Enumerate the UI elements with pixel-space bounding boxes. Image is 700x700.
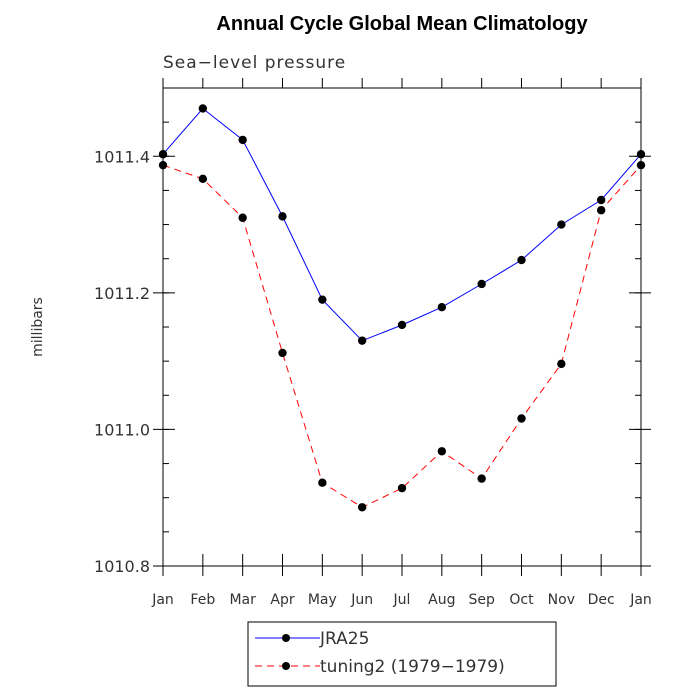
y-axis-ticks: 1010.8 1011.0 1011.2 1011.4 [94,147,651,576]
x-tick-label: Dec [588,592,615,608]
series-1-point [517,414,526,423]
legend-entry-jra25: JRA25 [255,629,369,649]
y-axis-label: millibars [30,297,46,357]
y-tick-label: 1010.8 [94,557,150,576]
x-tick-label: Jan [151,592,174,608]
series-1-point [357,503,367,512]
x-tick-label: Nov [548,592,575,608]
series-0-point [278,212,287,221]
series-1-point [158,160,168,170]
series-1-point [278,348,287,358]
legend-label-tuning2: tuning2 (1979−1979) [320,657,505,677]
x-tick-label: Jul [393,592,411,608]
x-tick-label: Oct [509,592,534,608]
x-tick-label: Apr [270,592,294,608]
series-1-point [397,483,407,493]
series-0-point [397,320,407,330]
series-0-point [198,104,208,113]
series-line-1 [162,164,642,508]
x-tick-label: Feb [190,592,215,608]
x-tick-label: Sep [468,592,495,608]
series-0-point [517,255,526,265]
x-axis-ticks: Jan Feb Mar Apr May Jun Jul Aug Sep Oct Nov Dec Jan [151,78,652,608]
series-layer [158,104,646,512]
x-tick-label: Jan [629,592,652,608]
series-1-point [557,359,566,369]
series-0-point [636,150,646,159]
chart-subtitle: Sea−level pressure [163,53,346,73]
y-tick-label: 1011.4 [94,147,150,166]
series-1-point [636,160,646,170]
chart-title: Annual Cycle Global Mean Climatology [216,13,588,35]
x-tick-label: Aug [428,592,455,608]
series-0-point [477,279,486,289]
legend-entry-tuning2: tuning2 (1979−1979) [255,657,505,677]
legend-marker-tuning2 [282,662,290,670]
series-1-point [477,474,486,483]
series-0-point [158,150,168,159]
series-0-point [596,195,606,205]
series-1-point [198,174,208,184]
x-tick-label: May [308,592,337,608]
y-tick-label: 1011.2 [94,284,150,303]
y-tick-label: 1011.0 [94,420,150,439]
legend-marker-jra25 [282,634,290,642]
series-0-point [357,336,367,345]
legend-box [247,621,557,687]
series-0-point [437,302,447,312]
series-0-point [318,295,327,304]
series-0-point [238,135,247,145]
series-1-point [596,206,606,215]
series-0-point [557,220,566,229]
series-1-point [238,213,247,222]
series-1-point [318,478,327,487]
series-line-0 [162,107,642,342]
x-tick-label: Jun [350,592,373,608]
x-tick-label: Mar [229,592,256,608]
series-1-point [437,447,447,456]
legend-label-jra25: JRA25 [319,629,369,649]
